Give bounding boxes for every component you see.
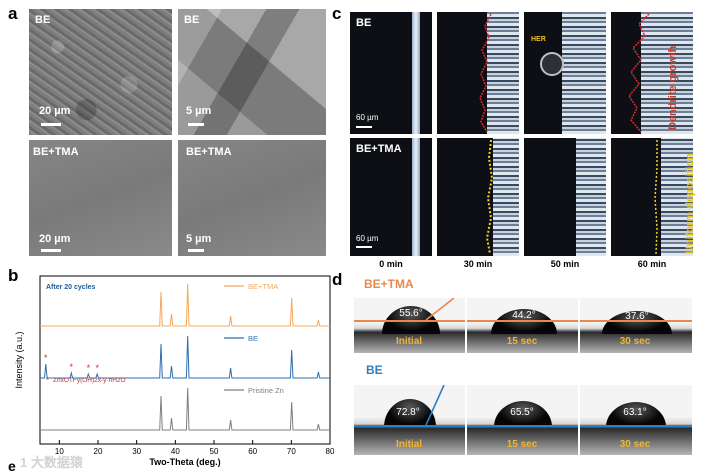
optical-betma-30min xyxy=(437,138,519,256)
scale-bar xyxy=(41,123,61,126)
y-axis-label: Intensity (a.u.) xyxy=(14,331,24,388)
sem-image-be-low-mag: BE 20 µm xyxy=(29,9,172,135)
impurity-markers: * * * * xyxy=(44,353,99,373)
panel-b-letter: b xyxy=(8,266,19,285)
scale-label: 60 µm xyxy=(356,234,379,243)
x-tick-label: 50 xyxy=(210,447,219,456)
x-ticks: 10 20 30 40 50 60 70 80 xyxy=(55,440,335,456)
panel-c-letter: c xyxy=(332,4,342,23)
panel-e-letter: e xyxy=(8,458,16,472)
time-label-0: 0 min xyxy=(379,259,403,269)
scale-label: 5 µm xyxy=(186,233,212,245)
sem-label: BE xyxy=(35,14,51,26)
optical-be-30min xyxy=(437,12,519,134)
x-tick-label: 70 xyxy=(287,447,296,456)
time-label-60: 60 min xyxy=(637,259,667,269)
scale-label: 5 µm xyxy=(186,105,212,117)
impurity-marker: * xyxy=(95,363,99,373)
optical-betma-0min: BE+TMA 60 µm xyxy=(350,138,432,256)
plot-frame xyxy=(39,275,331,445)
scale-bar xyxy=(188,249,204,252)
time-value: Initial xyxy=(395,336,423,347)
sem-image-betma-high-mag: BE+TMA 5 µm xyxy=(178,140,326,256)
time-value: 30 sec xyxy=(619,439,651,450)
optical-be-60min: Dendrite growth xyxy=(611,12,693,134)
uniform-deposition-label: Uniform deposition xyxy=(684,153,696,254)
contact-angle-be-30s: 63.1° 30 sec xyxy=(580,385,692,455)
optical-be-50min: HER xyxy=(524,12,606,134)
scale-bar xyxy=(356,126,372,128)
angle-value: 44.2° xyxy=(512,310,536,321)
time-value: 15 sec xyxy=(506,439,538,450)
x-tick-label: 80 xyxy=(326,447,335,456)
row-label: BE xyxy=(356,17,372,29)
legend-label: BE+TMA xyxy=(248,282,278,291)
optical-betma-50min xyxy=(524,138,606,256)
scale-label: 20 µm xyxy=(39,105,71,117)
contact-angle-betma-initial: 55.6° Initial xyxy=(354,298,465,353)
x-tick-label: 10 xyxy=(55,447,64,456)
angle-value: 65.5° xyxy=(510,407,534,418)
sem-image-betma-low-mag: BE+TMA 20 µm xyxy=(29,140,172,256)
group-title-betma: BE+TMA xyxy=(364,277,414,291)
xrd-chart: Intensity (a.u.) Two-Theta (deg.) After … xyxy=(14,275,335,467)
angle-value: 55.6° xyxy=(399,308,423,319)
series-line-be-tma xyxy=(40,283,330,327)
optical-be-0min: BE 60 µm xyxy=(350,12,432,134)
watermark: 1 大数据猿 xyxy=(20,455,83,470)
optical-betma-60min xyxy=(611,138,693,256)
impurity-star-icon: * xyxy=(46,376,49,385)
angle-value: 72.8° xyxy=(396,407,420,418)
contact-angle-betma-15s: 44.2° 15 sec xyxy=(467,298,578,353)
scale-label: 60 µm xyxy=(356,113,379,122)
sem-image-be-high-mag: BE 5 µm xyxy=(178,9,326,135)
contact-angle-be-initial: 72.8° Initial xyxy=(354,385,465,455)
panel-d-letter: d xyxy=(332,270,343,289)
time-value: 15 sec xyxy=(506,336,538,347)
time-label-50: 50 min xyxy=(550,259,580,269)
sem-label: BE xyxy=(184,14,200,26)
time-value: 30 sec xyxy=(619,336,651,347)
scale-bar xyxy=(356,246,372,248)
contact-angle-betma-30s: 37.6° 30 sec xyxy=(580,298,692,353)
impurity-marker: * xyxy=(44,353,48,363)
her-label: HER xyxy=(531,36,546,43)
x-tick-label: 30 xyxy=(132,447,141,456)
scale-label: 20 µm xyxy=(39,233,71,245)
impurity-marker: * xyxy=(70,362,74,372)
contact-angle-be-15s: 65.5° 15 sec xyxy=(467,385,578,455)
series-line-pristine-zn xyxy=(40,387,330,431)
time-label-30: 30 min xyxy=(463,259,493,269)
x-tick-label: 20 xyxy=(94,447,103,456)
series-lines xyxy=(40,283,330,431)
row-label: BE+TMA xyxy=(356,143,402,155)
angle-value: 37.6° xyxy=(625,311,649,322)
legend-label: Pristine Zn xyxy=(248,386,284,395)
impurity-marker: * xyxy=(87,363,91,373)
impurity-formula: ZnxOTFy(OH)2x-y·nH2O xyxy=(53,377,126,384)
x-axis-label: Two-Theta (deg.) xyxy=(149,457,220,467)
scale-bar xyxy=(188,123,204,126)
panel-a-letter: a xyxy=(8,4,18,23)
series-line-be xyxy=(40,335,330,379)
group-title-be: BE xyxy=(366,363,383,377)
series-labels: BE+TMA BE Pristine Zn xyxy=(224,282,284,395)
angle-value: 63.1° xyxy=(623,407,647,418)
x-tick-label: 40 xyxy=(171,447,180,456)
scale-bar xyxy=(41,249,61,252)
sem-label: BE+TMA xyxy=(33,146,79,158)
dendrite-growth-label: Dendrite growth xyxy=(667,45,679,130)
sem-label: BE+TMA xyxy=(186,146,232,158)
x-tick-label: 60 xyxy=(248,447,257,456)
cycles-annotation: After 20 cycles xyxy=(46,284,96,291)
hydrogen-bubble xyxy=(540,52,564,76)
legend-label: BE xyxy=(248,334,258,343)
time-value: Initial xyxy=(395,439,423,450)
